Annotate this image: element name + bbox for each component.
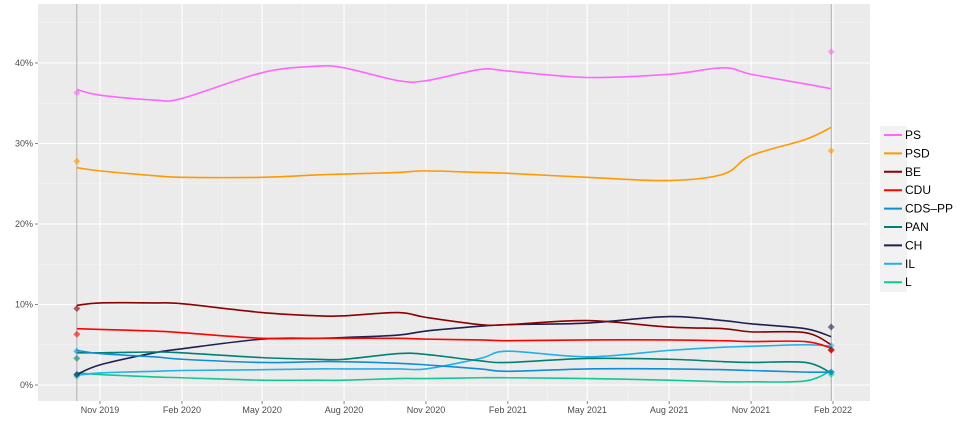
election-result-marker [73,354,81,362]
grid [38,4,870,401]
x-tick-label: Nov 2019 [81,405,120,415]
election-result-marker [73,89,81,97]
trend-line-ch [76,315,832,376]
election-result-marker [73,371,81,379]
election-result-marker [73,347,81,355]
y-axis: 0% 10% 20% 30% 40% [15,58,38,390]
x-tick-label: Nov 2021 [732,405,771,415]
x-tick-label: Feb 2020 [163,405,201,415]
y-tick-label: 40% [15,58,33,68]
x-axis: Nov 2019 Feb 2020 May 2020 Aug 2020 Nov 2020… [81,401,852,415]
election-result-marker [827,147,835,155]
legend-label: IL [905,257,915,271]
y-tick-label: 20% [15,219,33,229]
legend-label: PSD [905,146,930,160]
election-markers [73,48,835,380]
y-tick-label: 30% [15,139,33,149]
legend-label: CDS–PP [905,202,953,216]
legend-label: L [905,275,912,289]
x-tick-label: Aug 2021 [650,405,689,415]
legend-label: CH [905,238,922,252]
election-result-marker [827,48,835,56]
legend-label: CDU [905,183,931,197]
trend-line-psd [76,126,832,182]
trend-line-be [76,301,832,346]
x-tick-label: Nov 2020 [407,405,446,415]
y-tick-label: 0% [20,380,33,390]
trend-line-cdu [76,327,832,349]
trend-line-cdspp [76,349,832,374]
trend-lines [76,64,832,383]
election-result-marker [73,305,81,313]
trend-line-l [76,369,832,383]
trend-line-pan [76,351,832,374]
election-result-marker [73,330,81,338]
legend-label: PAN [905,220,929,234]
election-result-marker [827,323,835,331]
x-tick-label: Feb 2022 [814,405,852,415]
plot-background [38,4,870,401]
legend: PS PSD BE CDU CDS–PP PAN CH IL L [880,126,953,292]
x-tick-label: Feb 2021 [489,405,527,415]
x-tick-label: May 2021 [567,405,607,415]
trend-line-ps [76,64,832,102]
legend-label: PS [905,128,921,142]
y-tick-label: 10% [15,300,33,310]
x-tick-label: Aug 2020 [325,405,364,415]
legend-label: BE [905,165,921,179]
x-tick-label: May 2020 [242,405,282,415]
trend-line-il [76,343,832,377]
election-result-marker [827,368,835,376]
election-result-marker [827,342,835,350]
election-result-marker [73,157,81,165]
election-result-marker [827,346,835,354]
